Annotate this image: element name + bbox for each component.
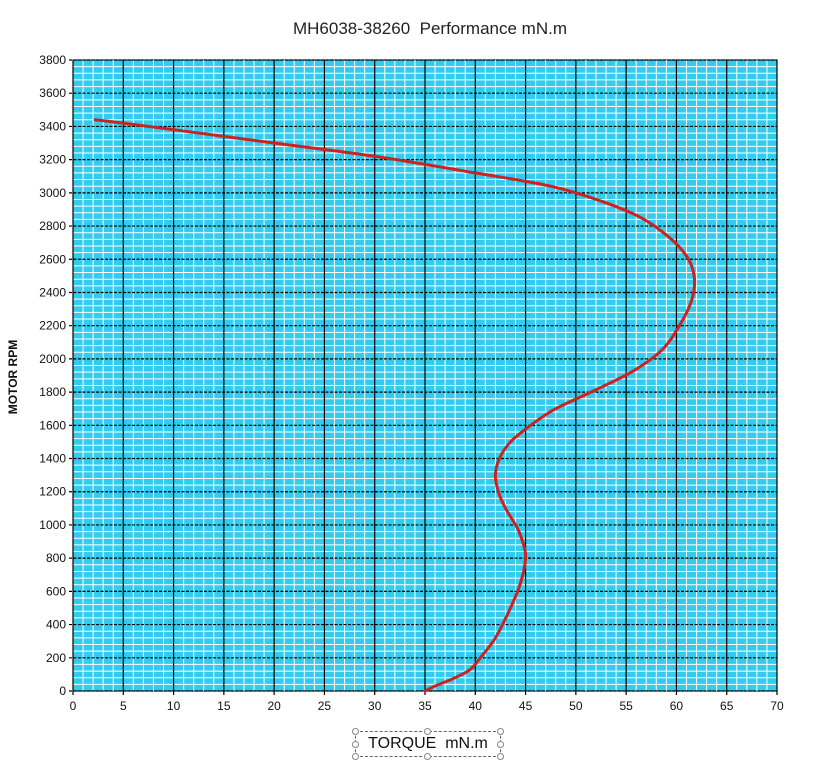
x-tick-label: 10: [167, 699, 181, 713]
y-tick-label: 1000: [39, 518, 66, 532]
x-tick-label: 25: [318, 699, 332, 713]
y-tick-label: 0: [59, 684, 66, 698]
selection-handle[interactable]: [497, 728, 504, 735]
selection-handle[interactable]: [497, 753, 504, 760]
y-tick-label: 400: [46, 618, 66, 632]
chart-title: MH6038-38260 Performance mN.m: [292, 19, 567, 38]
y-tick-label: 2000: [39, 352, 66, 366]
y-tick-label: 2200: [39, 319, 66, 333]
selection-handle[interactable]: [352, 741, 359, 748]
y-tick-label: 3400: [39, 119, 66, 133]
x-tick-label: 60: [670, 699, 684, 713]
y-tick-label: 200: [46, 651, 66, 665]
x-tick-label: 20: [267, 699, 281, 713]
x-tick-label: 45: [519, 699, 533, 713]
x-tick-label: 70: [770, 699, 784, 713]
y-tick-label: 1400: [39, 452, 66, 466]
y-tick-label: 1200: [39, 485, 66, 499]
torque-speed-curve: [93, 118, 697, 693]
y-tick-label: 600: [46, 584, 66, 598]
y-tick-label: 3000: [39, 186, 66, 200]
selection-handle[interactable]: [424, 753, 431, 760]
x-tick-label: 0: [70, 699, 77, 713]
y-tick-label: 3200: [39, 153, 66, 167]
y-tick-label: 1800: [39, 385, 66, 399]
x-tick-label: 55: [619, 699, 633, 713]
x-tick-label: 30: [368, 699, 382, 713]
x-tick-label: 15: [217, 699, 231, 713]
y-tick-label: 2400: [39, 285, 66, 299]
selection-handle[interactable]: [352, 753, 359, 760]
y-tick-label: 3800: [39, 53, 66, 67]
y-axis-label: MOTOR RPM: [6, 340, 20, 414]
selection-handle[interactable]: [352, 728, 359, 735]
y-tick-label: 1600: [39, 418, 66, 432]
y-tick-label: 3600: [39, 86, 66, 100]
selection-handle[interactable]: [497, 741, 504, 748]
selection-handle[interactable]: [424, 728, 431, 735]
x-tick-label: 65: [720, 699, 734, 713]
x-tick-label: 40: [469, 699, 483, 713]
x-tick-label: 35: [418, 699, 432, 713]
x-tick-label: 5: [120, 699, 127, 713]
y-tick-label: 2800: [39, 219, 66, 233]
y-tick-label: 800: [46, 551, 66, 565]
y-tick-label: 2600: [39, 252, 66, 266]
x-tick-label: 50: [569, 699, 583, 713]
